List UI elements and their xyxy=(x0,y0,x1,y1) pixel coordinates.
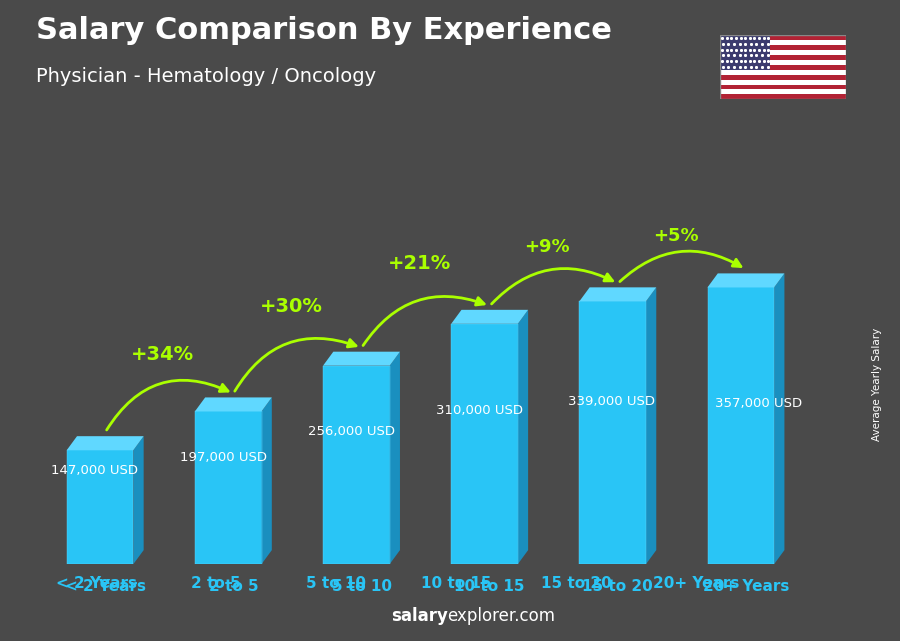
Text: 256,000 USD: 256,000 USD xyxy=(308,424,395,438)
Bar xyxy=(323,365,390,564)
Bar xyxy=(720,85,846,90)
Polygon shape xyxy=(323,352,400,365)
Polygon shape xyxy=(195,397,272,412)
Polygon shape xyxy=(390,352,400,564)
Polygon shape xyxy=(518,310,528,564)
Polygon shape xyxy=(707,274,785,287)
Text: 339,000 USD: 339,000 USD xyxy=(568,395,655,408)
Polygon shape xyxy=(67,436,144,450)
Polygon shape xyxy=(774,274,785,564)
Text: 2 to 5: 2 to 5 xyxy=(191,576,241,591)
Bar xyxy=(323,365,390,564)
Text: 147,000 USD: 147,000 USD xyxy=(51,464,139,477)
Bar xyxy=(720,45,846,50)
Bar xyxy=(720,50,846,55)
Text: 357,000 USD: 357,000 USD xyxy=(716,397,802,410)
Bar xyxy=(67,450,133,564)
Bar xyxy=(707,287,774,564)
Bar xyxy=(720,35,770,70)
Text: 5 to 10: 5 to 10 xyxy=(331,579,392,594)
Text: +21%: +21% xyxy=(388,254,451,273)
Bar xyxy=(451,324,518,564)
Text: +9%: +9% xyxy=(525,238,571,256)
Text: Salary Comparison By Experience: Salary Comparison By Experience xyxy=(36,16,612,45)
Bar xyxy=(580,301,646,564)
Text: 197,000 USD: 197,000 USD xyxy=(179,451,266,463)
Text: +34%: +34% xyxy=(131,345,194,364)
Bar xyxy=(720,40,846,45)
Polygon shape xyxy=(133,436,144,564)
Text: 2 to 5: 2 to 5 xyxy=(209,579,258,594)
Text: 15 to 20: 15 to 20 xyxy=(541,576,611,591)
Text: 5 to 10: 5 to 10 xyxy=(306,576,366,591)
Text: 20+ Years: 20+ Years xyxy=(703,579,789,594)
Text: Average Yearly Salary: Average Yearly Salary xyxy=(872,328,883,441)
Bar xyxy=(195,412,262,564)
Polygon shape xyxy=(646,287,656,564)
Bar xyxy=(720,94,846,99)
Bar xyxy=(720,75,846,79)
Text: 15 to 20: 15 to 20 xyxy=(582,579,653,594)
Bar xyxy=(195,412,262,564)
Polygon shape xyxy=(580,287,656,301)
Text: < 2 Years: < 2 Years xyxy=(65,579,146,594)
Bar xyxy=(720,90,846,94)
Text: salary: salary xyxy=(392,607,448,625)
Text: 310,000 USD: 310,000 USD xyxy=(436,404,523,417)
Text: Physician - Hematology / Oncology: Physician - Hematology / Oncology xyxy=(36,67,376,87)
Polygon shape xyxy=(262,397,272,564)
Bar xyxy=(720,70,846,75)
Text: +30%: +30% xyxy=(259,297,322,316)
Bar xyxy=(580,301,646,564)
Text: 10 to 15: 10 to 15 xyxy=(420,576,491,591)
Bar xyxy=(707,287,774,564)
Polygon shape xyxy=(451,310,528,324)
Text: +5%: +5% xyxy=(652,227,698,246)
Text: < 2 Years: < 2 Years xyxy=(56,576,137,591)
Bar xyxy=(720,65,846,70)
Text: 10 to 15: 10 to 15 xyxy=(454,579,525,594)
Bar xyxy=(720,79,846,85)
Bar xyxy=(720,60,846,65)
Bar xyxy=(720,55,846,60)
Bar xyxy=(720,35,846,40)
Bar xyxy=(451,324,518,564)
Text: explorer.com: explorer.com xyxy=(447,607,555,625)
Bar xyxy=(67,450,133,564)
Text: 20+ Years: 20+ Years xyxy=(652,576,739,591)
